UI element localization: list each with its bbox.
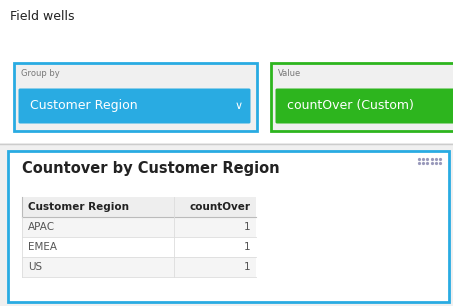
- Text: Customer Region: Customer Region: [28, 202, 129, 212]
- Text: countOver: countOver: [189, 202, 250, 212]
- FancyBboxPatch shape: [19, 88, 251, 124]
- Text: EMEA: EMEA: [28, 242, 57, 252]
- Text: 1: 1: [243, 242, 250, 252]
- Bar: [271, 63, 453, 131]
- Text: US: US: [28, 262, 42, 272]
- Bar: [22, 217, 256, 237]
- Text: Customer Region: Customer Region: [30, 99, 138, 113]
- Bar: [22, 197, 256, 217]
- Text: Group by: Group by: [21, 69, 60, 78]
- Bar: [22, 237, 256, 257]
- Text: Field wells: Field wells: [10, 10, 74, 23]
- Bar: [22, 257, 256, 277]
- Bar: [14, 63, 257, 131]
- FancyBboxPatch shape: [275, 88, 453, 124]
- Text: APAC: APAC: [28, 222, 55, 232]
- Bar: [0, 0, 453, 143]
- Text: Value: Value: [278, 69, 301, 78]
- Bar: [8, 151, 449, 302]
- Text: 1: 1: [243, 222, 250, 232]
- Text: countOver (Custom): countOver (Custom): [287, 99, 414, 113]
- Text: ∨: ∨: [235, 101, 243, 111]
- Text: 1: 1: [243, 262, 250, 272]
- Text: Countover by Customer Region: Countover by Customer Region: [22, 161, 280, 176]
